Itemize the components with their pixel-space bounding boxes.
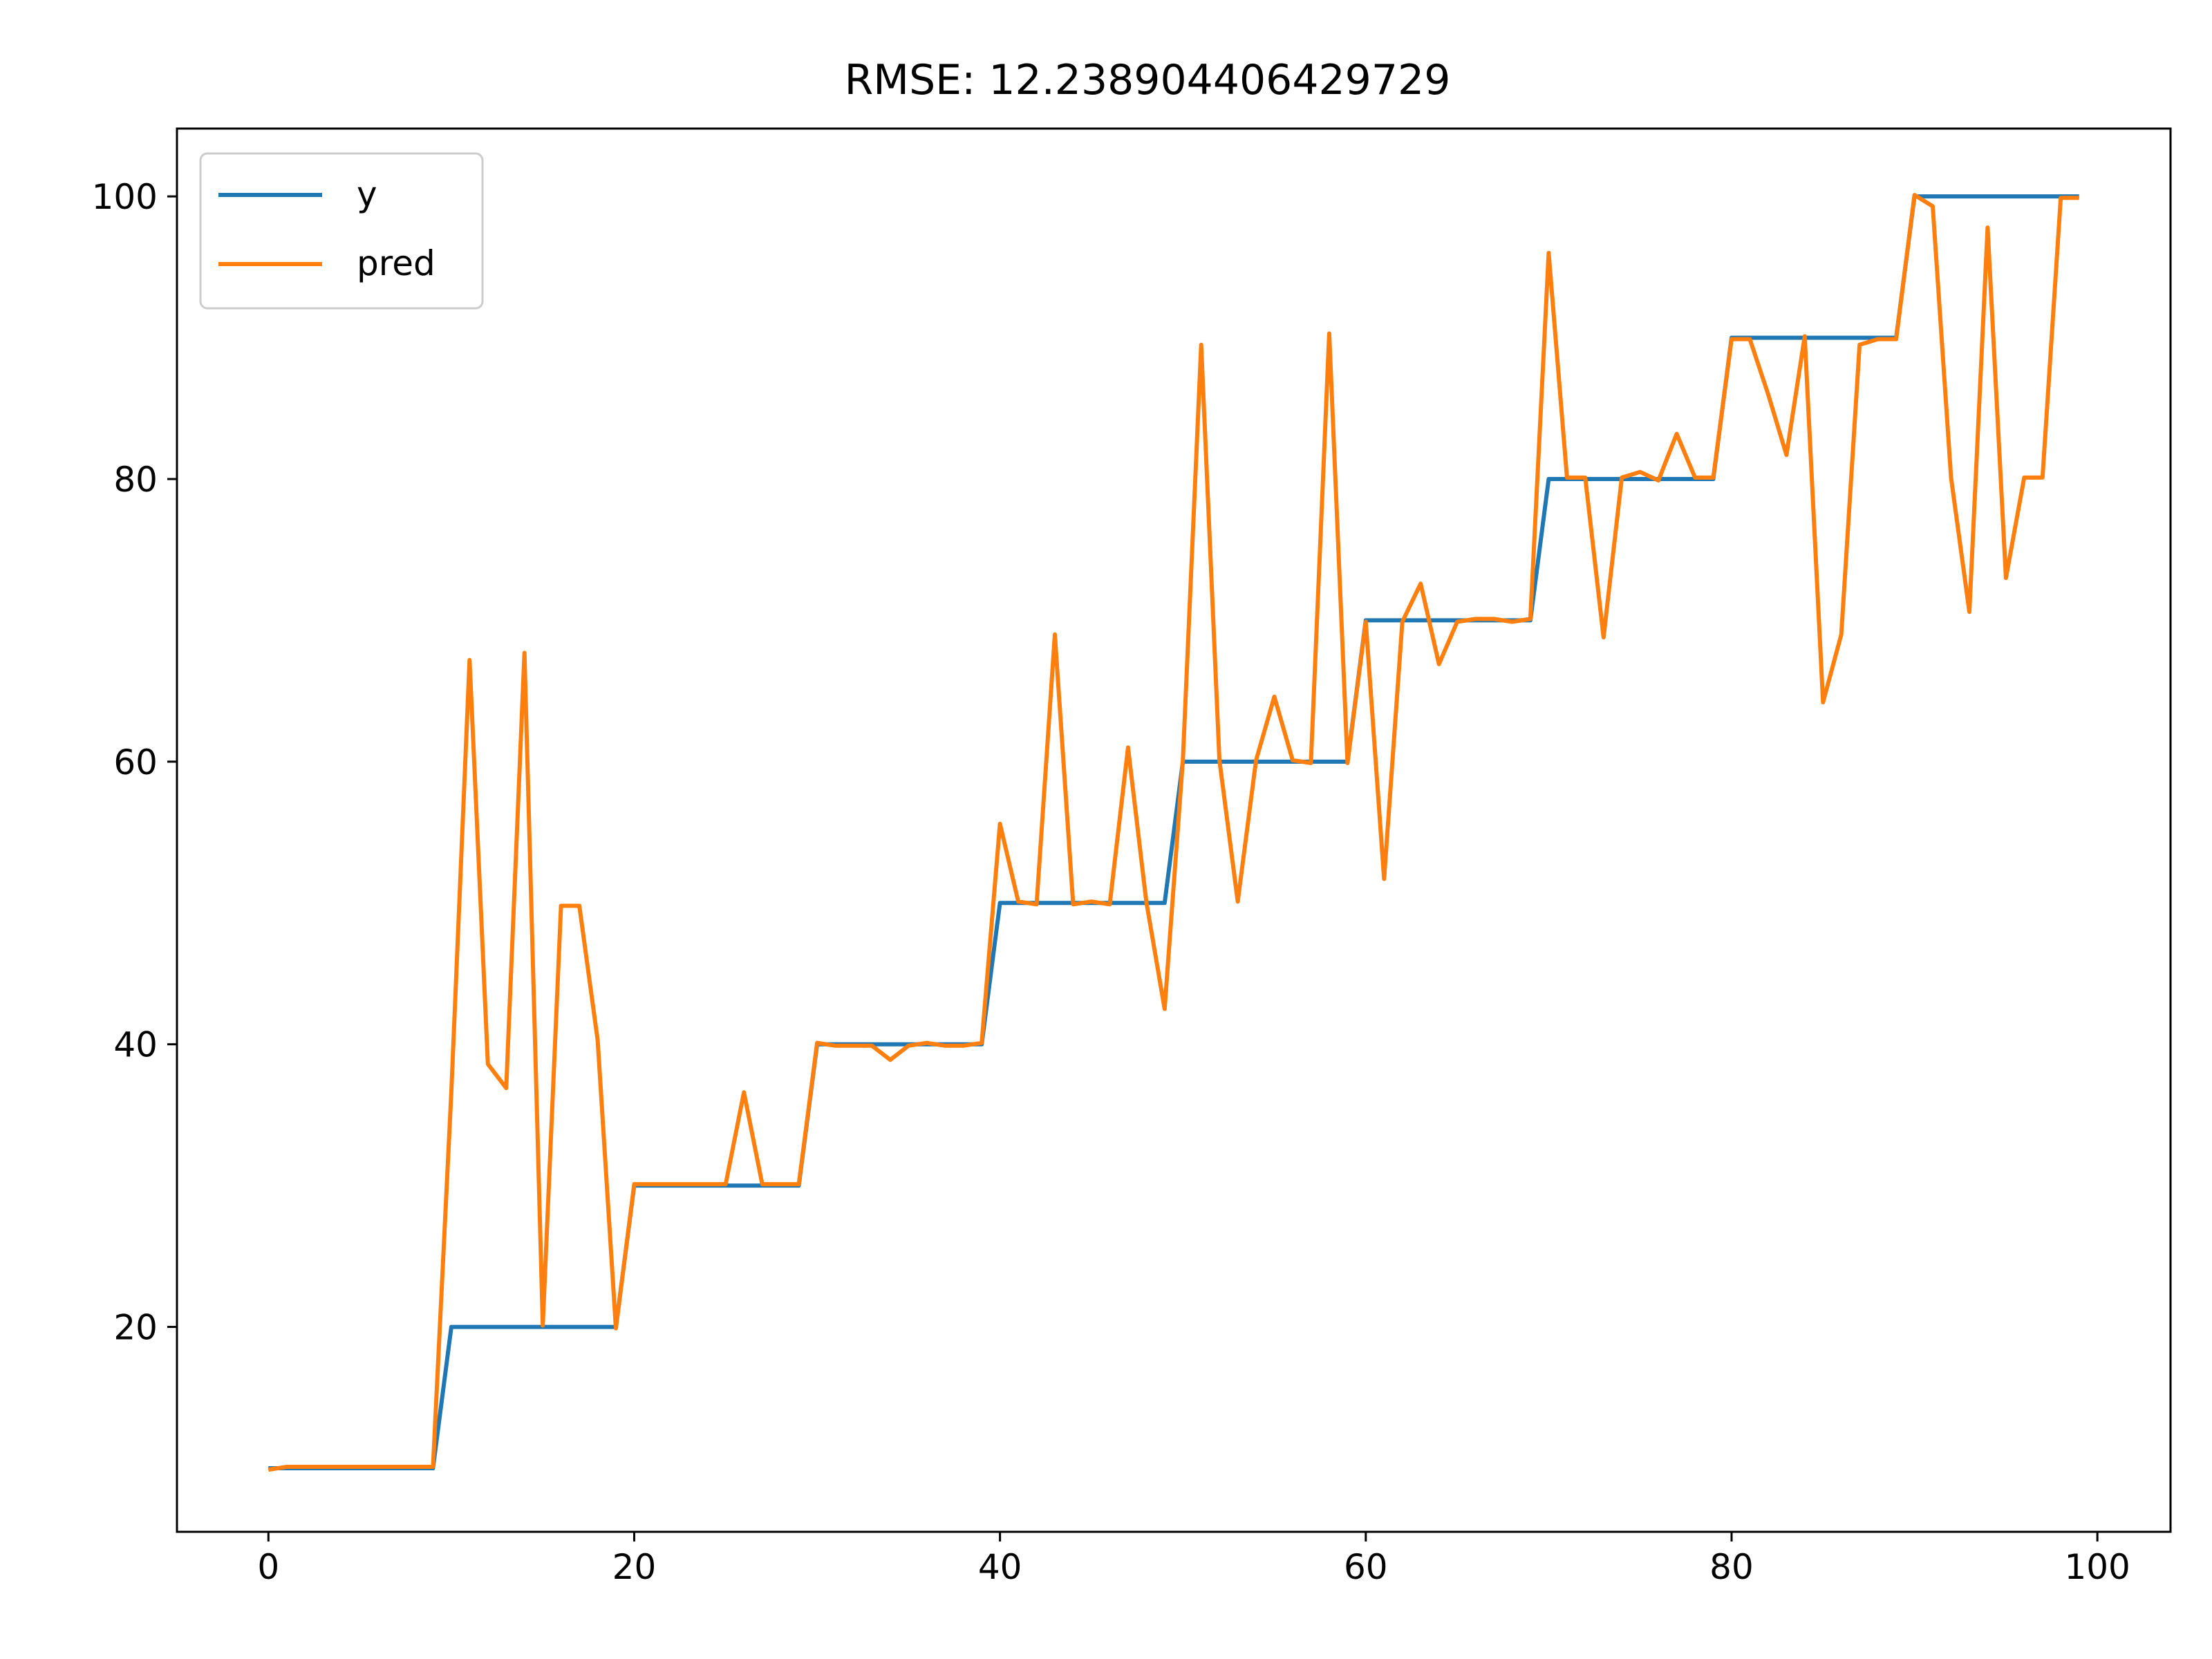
legend-label-y: y	[357, 174, 377, 214]
legend-box	[199, 152, 484, 310]
axes-frame	[176, 127, 2172, 1533]
series-line-pred	[268, 193, 2079, 1472]
x-tick-label: 0	[257, 1547, 279, 1587]
ticks-layer: 0 20 40 60 80 100 20 40 60 80 100	[92, 177, 2130, 1587]
x-tick-label: 40	[978, 1547, 1022, 1587]
y-tick-label: 80	[113, 460, 158, 500]
y-tick-label: 100	[92, 177, 158, 217]
x-tick-label: 100	[2064, 1547, 2130, 1587]
legend-label-pred: pred	[357, 243, 435, 283]
y-tick-label: 40	[113, 1025, 158, 1065]
y-tick-label: 60	[113, 742, 158, 782]
chart-title: RMSE: 12.238904406429729	[845, 56, 1451, 104]
series-line-y	[268, 194, 2079, 1470]
x-tick-label: 20	[612, 1547, 657, 1587]
x-tick-label: 60	[1344, 1547, 1388, 1587]
legend: y pred	[199, 152, 484, 310]
y-tick-label: 20	[113, 1308, 158, 1348]
x-tick-label: 80	[1709, 1547, 1754, 1587]
series-layer	[268, 193, 2079, 1472]
